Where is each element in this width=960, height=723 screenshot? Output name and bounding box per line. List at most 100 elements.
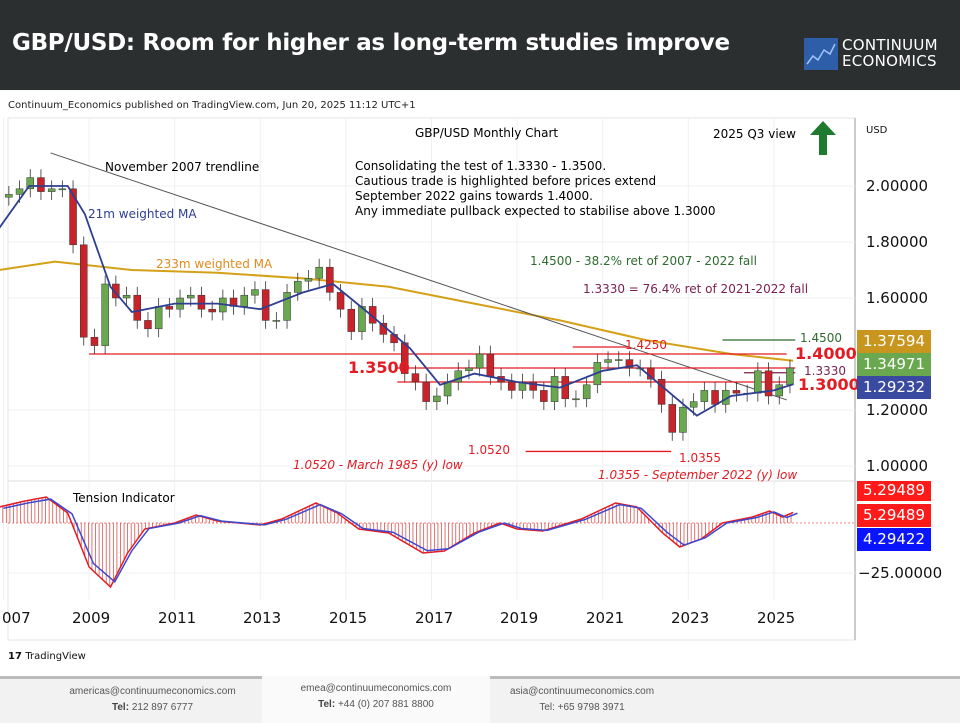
candle-body [754, 370, 762, 394]
candle-body [294, 280, 302, 293]
x-tick: 2013 [243, 609, 282, 627]
candle-body [37, 177, 45, 192]
candle-body [689, 401, 698, 408]
level-1.4500-label: 1.4500 [800, 331, 842, 345]
candle-body [540, 390, 548, 402]
candle-body [465, 367, 473, 372]
ma233-label: 233m weighted MA [156, 257, 273, 271]
candle-body [26, 177, 34, 190]
candle-body [711, 390, 719, 405]
candle-body [411, 373, 420, 383]
footer: americas@continuumeconomics.com Tel: 212 … [0, 676, 960, 723]
level-1.0355-label: 1.0355 [679, 451, 721, 465]
y-tick: 2.00000 [866, 177, 929, 195]
candle-body [90, 336, 99, 346]
chart-canvas[interactable] [0, 0, 960, 660]
y-tick: 1.20000 [866, 401, 929, 419]
candle-body [80, 244, 88, 338]
candle-body [786, 367, 794, 386]
x-tick: 007 [2, 609, 31, 627]
contact-emea: emea@continuumeconomics.com Tel: +44 (0) … [262, 676, 490, 723]
candle-body [368, 306, 377, 324]
level-1.4000-label: 1.4000 [795, 344, 857, 363]
indicator-label: Tension Indicator [73, 491, 175, 505]
ma21-label: 21m weighted MA [88, 207, 197, 221]
candle-body [615, 359, 623, 361]
candle-body [197, 294, 206, 310]
candle-body [668, 404, 676, 433]
candle-body [443, 381, 452, 397]
level-1.0520-label: 1.0520 [468, 443, 510, 457]
low-1985-note: 1.0520 - March 1985 (y) low [293, 458, 463, 472]
candle-body [764, 370, 773, 397]
ma233-price-tag: 1.37594 [857, 330, 931, 353]
candle-body [58, 188, 67, 191]
candle-body [561, 376, 569, 400]
x-tick: 2011 [158, 609, 197, 627]
candle-body [582, 384, 591, 400]
ma21-price-tag: 1.29232 [857, 376, 931, 399]
level-1.3000-label: 1.3000 [798, 375, 860, 394]
candle-body [700, 390, 709, 402]
candle-body [625, 359, 634, 369]
candle-body [604, 359, 612, 363]
indicator-tag: 4.29422 [857, 528, 931, 551]
candle-body [304, 278, 313, 282]
candle-body [187, 294, 195, 299]
candle-body [283, 292, 291, 321]
trendline-label: November 2007 trendline [105, 160, 260, 174]
level-1.3500-label: 1.3500 [348, 358, 410, 377]
last-price-tag: 1.34971 [857, 353, 931, 376]
up-arrow-icon [810, 121, 836, 155]
candle-body [657, 378, 666, 405]
x-tick: 2019 [500, 609, 539, 627]
tradingview-logo[interactable]: 17 TradingView [8, 651, 86, 662]
candle-body [454, 370, 462, 383]
candle-body [122, 294, 131, 299]
candle-body [112, 283, 120, 299]
indicator-line [3, 498, 798, 584]
y-tick: 1.00000 [866, 457, 929, 475]
indicator-tag: 5.29489 [857, 504, 931, 527]
fib-382-note: 1.4500 - 38.2% ret of 2007 - 2022 fall [530, 254, 757, 268]
page-title: GBP/USD: Room for higher as long-term st… [12, 30, 730, 56]
low-2022-note: 1.0355 - September 2022 (y) low [598, 468, 798, 482]
level-1.4250-label: 1.4250 [625, 338, 667, 352]
candle-body [475, 353, 484, 369]
candle-body [47, 188, 56, 192]
candle-body [347, 308, 355, 332]
candle-body [336, 292, 345, 310]
candle-body [208, 308, 216, 313]
y-tick: 1.60000 [866, 289, 929, 307]
indicator-y-tick: −25.00000 [858, 564, 943, 582]
candle-body [679, 406, 687, 433]
currency-label: USD [866, 125, 888, 136]
fib-764-note: 1.3330 = 76.4% ret of 2021-2022 fall [583, 282, 809, 296]
candle-body [133, 294, 141, 321]
header-bar: GBP/USD: Room for higher as long-term st… [0, 0, 960, 90]
candle-body [5, 194, 13, 198]
view-label: 2025 Q3 view [713, 127, 796, 141]
commentary: Consolidating the test of 1.3330 - 1.350… [355, 159, 716, 218]
level-1.3330-label: 1.3330 [804, 364, 846, 378]
candle-body [550, 376, 559, 402]
y-tick: 1.80000 [866, 233, 929, 251]
candle-body [486, 353, 495, 377]
x-tick: 2009 [72, 609, 111, 627]
candle-body [165, 306, 174, 310]
contact-asia: asia@continuumeconomics.com Tel: +65 9798… [509, 686, 655, 713]
candle-body [15, 188, 24, 195]
x-tick: 2023 [671, 609, 710, 627]
x-tick: 2021 [586, 609, 625, 627]
candle-body [732, 390, 741, 394]
candle-body [144, 320, 152, 330]
candle-body [154, 306, 163, 330]
indicator-tag: 5.29489 [857, 481, 931, 501]
candle-body [240, 294, 248, 307]
candle-body [422, 381, 430, 402]
logo-icon [804, 38, 838, 70]
ma21-line [0, 185, 794, 417]
logo-text: CONTINUUM ECONOMICS [842, 36, 938, 70]
published-note: Continuum_Economics published on Trading… [8, 100, 416, 111]
candle-body [508, 381, 516, 391]
